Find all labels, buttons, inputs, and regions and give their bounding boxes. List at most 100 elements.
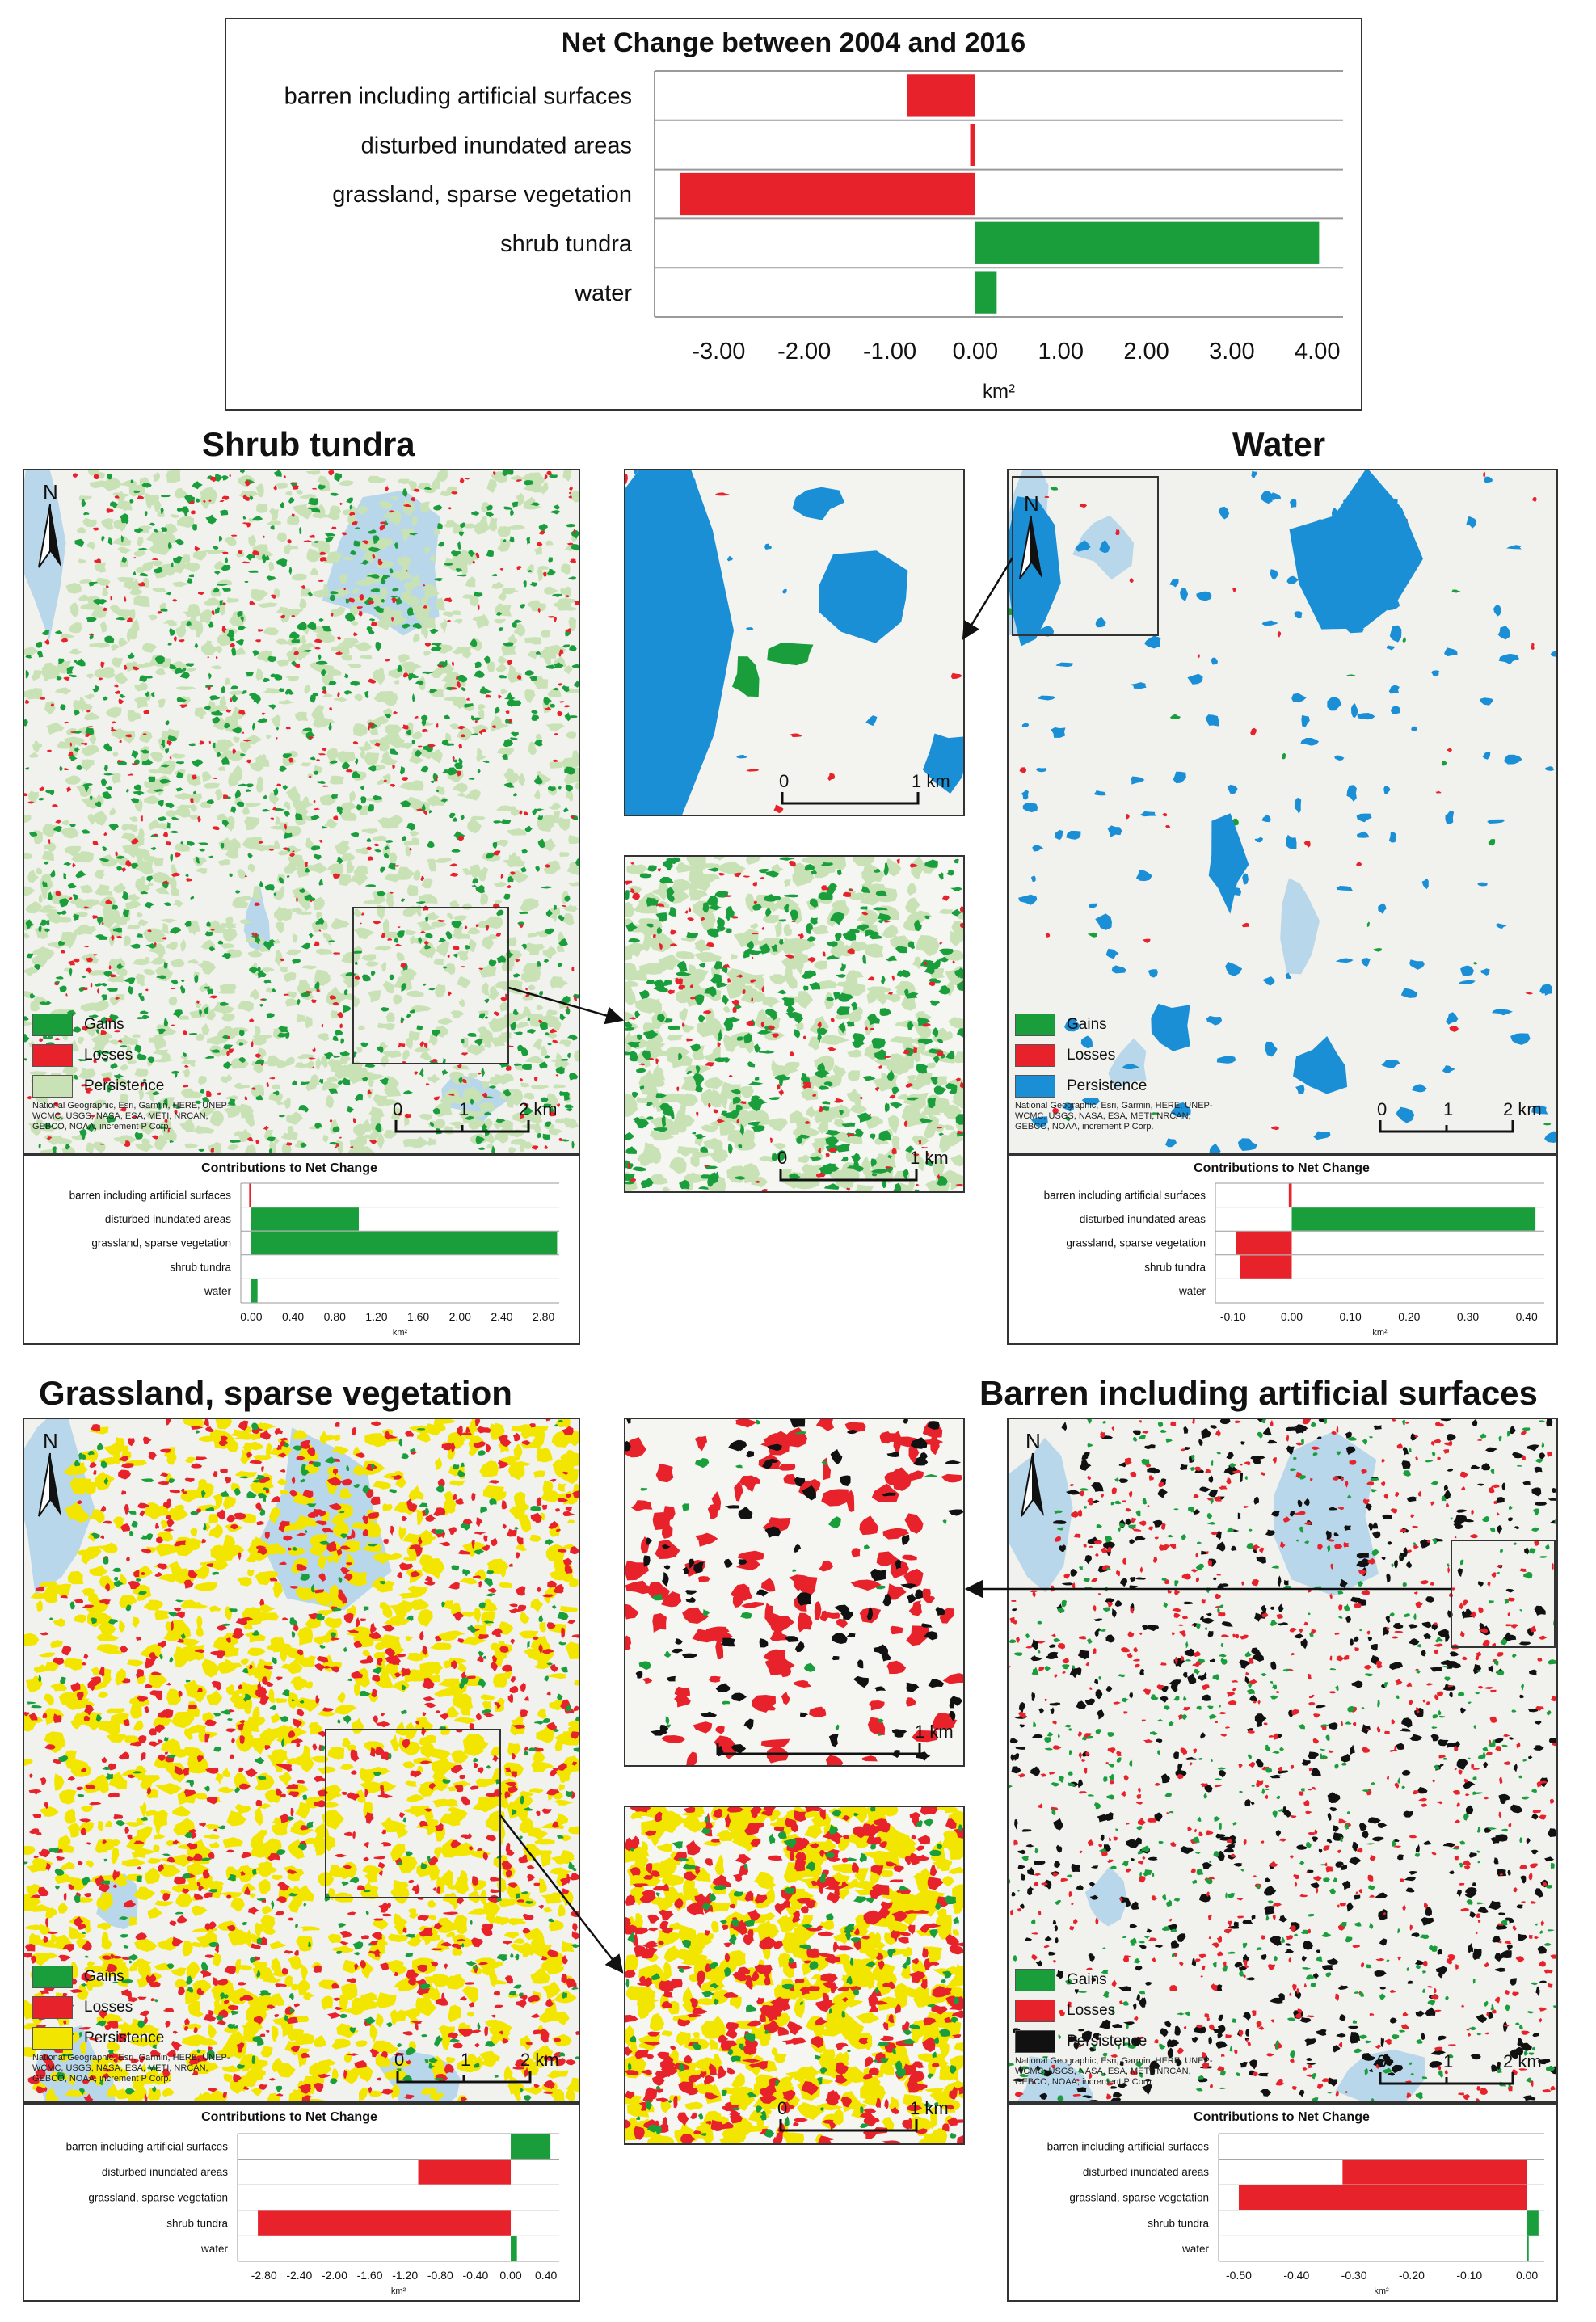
persistence-patch [511,1424,533,1433]
gain-patch [500,819,512,824]
gain-patch [558,786,562,790]
persistence-patch [239,919,252,925]
persistence-patch [421,623,428,640]
loss-patch [384,658,391,662]
gain-patch [349,681,360,686]
gain-patch [179,672,190,679]
persistence-patch [206,1690,223,1706]
gain-patch [102,845,107,852]
persistence-patch [147,2088,162,2101]
persistence-patch [158,563,175,576]
gain-patch [259,1004,263,1007]
gain-patch [106,987,118,992]
loss-patch [543,571,547,577]
water-persistence-patch [1064,1018,1080,1032]
loss-patch [424,643,432,647]
persistence-patch [436,644,453,654]
gain-patch [475,1136,486,1144]
loss-patch [232,748,237,754]
gain-patch [252,650,259,657]
persistence-patch [295,1586,310,1602]
gain-patch [1402,637,1406,643]
gain-patch [88,1014,99,1018]
persistence-patch [222,1534,235,1549]
gain-patch [163,902,171,907]
loss-patch [482,728,486,733]
persistence-patch [137,884,150,895]
persistence-patch [363,900,382,905]
water-persistence-patch [1400,988,1418,998]
gain-patch [141,749,149,754]
persistence-patch [342,1959,362,1974]
gain-patch [122,909,130,918]
gain-patch [307,623,317,630]
persistence-patch [256,589,269,599]
gain-patch [183,512,187,516]
gain-patch [255,1094,263,1101]
gain-patch [42,1035,48,1039]
loss-patch [102,921,104,925]
gain-patch [301,992,311,997]
loss-patch [1126,814,1130,820]
gain-patch [66,666,74,674]
gain-patch [92,598,103,605]
loss-patch [505,1065,512,1072]
loss-patch [457,770,461,777]
persistence-patch [213,1494,223,1507]
loss-patch [321,1023,324,1028]
gain-patch [154,567,163,574]
gain-patch [208,695,221,701]
gain-patch [540,1097,549,1102]
water-persistence-patch [1446,1012,1459,1025]
loss-patch [397,1113,402,1116]
bar [907,74,975,117]
gain-patch [406,822,415,831]
persistence-patch [144,780,156,789]
persistence-patch [452,553,465,566]
persistence-patch [554,1740,563,1752]
gain-patch [282,785,288,790]
gain-patch [143,676,153,679]
persistence-patch [524,942,545,952]
persistence-patch [497,538,511,552]
loss-patch [287,539,292,544]
loss-patch [546,470,552,476]
gain-patch [138,992,142,997]
loss-patch [206,1090,212,1098]
persistence-patch [385,896,394,909]
persistence-patch [137,1086,145,1100]
gain-patch [483,655,491,664]
persistence-patch [403,780,424,791]
gain-patch [375,641,381,651]
persistence-patch [340,811,357,821]
gain-patch [170,853,173,862]
persistence-patch [186,773,201,786]
loss-patch [137,495,145,499]
loss-patch [358,610,363,617]
gain-patch [564,1104,574,1109]
gain-patch [198,1148,204,1152]
loss-patch [81,1084,88,1087]
gain-patch [436,643,440,648]
gain-patch [330,492,339,496]
gain-patch [133,490,141,494]
water-persistence-patch [1130,682,1147,689]
loss-patch [167,1127,170,1134]
persistence-patch [72,738,85,747]
water-persistence-patch [1346,785,1357,802]
gain-patch [75,870,86,879]
persistence-patch [137,912,143,918]
persistence-patch [283,971,297,983]
loss-patch [369,723,375,727]
persistence-patch [336,874,351,887]
water-persistence-patch [1225,962,1243,976]
tick-label: 3.00 [1209,339,1254,365]
water-persistence-patch [1458,980,1476,984]
gain-patch [163,1098,168,1106]
water-persistence-patch [1270,492,1282,501]
persistence-patch [137,536,144,546]
loss-patch [69,896,73,900]
gain-patch [372,535,380,544]
persistence-patch [261,1905,273,1914]
gain-patch [230,806,236,815]
